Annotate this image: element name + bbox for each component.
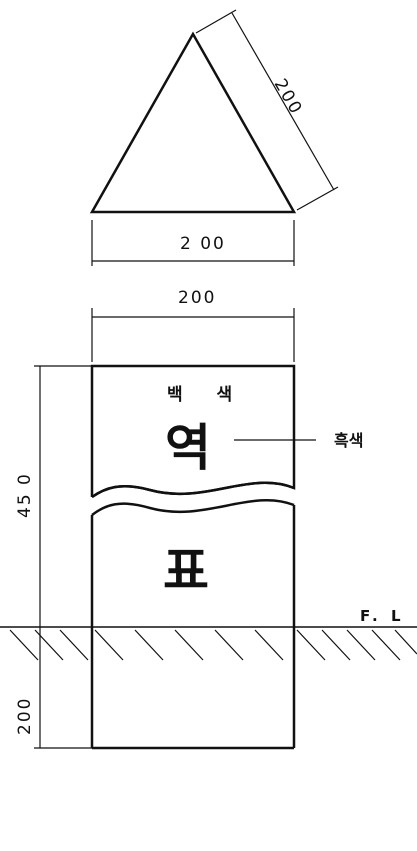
break-line-upper <box>91 481 295 499</box>
post-depth-label: 200 <box>15 697 35 735</box>
background-color-label: 백 색 <box>167 385 246 405</box>
extension-line <box>296 186 339 211</box>
extension-line <box>195 9 237 34</box>
ground-hatching <box>9 629 417 661</box>
text-color-callout: 흑색 <box>334 431 363 450</box>
break-line-lower <box>91 499 295 516</box>
triangle-side-dimension <box>195 9 339 211</box>
dimension-line <box>231 12 335 191</box>
sign-character-bottom: 표 <box>163 542 209 600</box>
post-upper-section <box>90 364 296 499</box>
post-height-label: 45 0 <box>15 472 35 518</box>
triangle-outline <box>89 31 297 214</box>
post-width-dimension <box>91 308 295 362</box>
sign-character-top: 역 <box>165 419 211 477</box>
post-lower-section <box>90 499 296 750</box>
triangle-side-label: 200 <box>270 76 307 119</box>
post-width-label: 200 <box>178 288 216 308</box>
triangle-top-view <box>89 31 297 214</box>
triangle-base-dimension <box>91 220 295 266</box>
post-height-dimension <box>34 365 92 749</box>
triangle-base-label: 2 00 <box>180 234 226 254</box>
floor-level-label: F. L <box>360 607 405 625</box>
